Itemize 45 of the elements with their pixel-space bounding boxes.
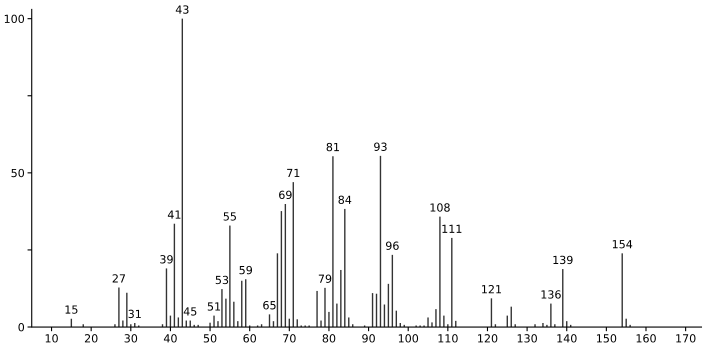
y-tick-label: 100 — [4, 14, 24, 24]
annotation: 69 — [279, 190, 292, 200]
annotation: 15 — [66, 306, 78, 314]
annotation: 136 — [541, 290, 561, 299]
x-tick-label: 90 — [362, 334, 375, 343]
annotation: 39 — [160, 255, 173, 264]
x-tick-label: 20 — [84, 334, 98, 343]
annotation: 45 — [184, 307, 196, 316]
annotation: 59 — [240, 266, 252, 274]
annotation: 96 — [386, 242, 399, 250]
annotation: 53 — [216, 276, 228, 284]
annotation: 43 — [176, 5, 188, 14]
annotation: 111 — [442, 224, 462, 233]
annotation: 79 — [318, 274, 332, 283]
annotation: 71 — [287, 168, 300, 178]
y-tick-label: 50 — [12, 168, 24, 178]
x-tick-label: 50 — [204, 334, 216, 343]
annotation: 65 — [263, 301, 276, 310]
x-tick-label: 170 — [676, 334, 696, 343]
annotation: 27 — [112, 274, 126, 282]
annotation: 41 — [168, 210, 180, 219]
x-tick-label: 60 — [243, 334, 256, 343]
x-tick-label: 10 — [46, 334, 58, 343]
annotation: 81 — [326, 142, 339, 152]
annotation: 84 — [338, 196, 352, 204]
annotation: 121 — [482, 285, 502, 294]
x-tick-label: 110 — [438, 334, 458, 343]
annotation: 93 — [374, 142, 387, 151]
x-tick-label: 140 — [557, 334, 577, 343]
annotation: 51 — [208, 302, 220, 311]
y-tick-label: 0 — [18, 322, 24, 332]
x-tick-label: 160 — [636, 334, 656, 343]
x-tick-label: 40 — [164, 334, 177, 343]
annotation: 154 — [612, 240, 632, 248]
x-tick-label: 150 — [596, 334, 616, 343]
x-tick-label: 30 — [124, 334, 138, 343]
x-tick-label: 80 — [322, 334, 336, 343]
x-tick-label: 120 — [478, 334, 498, 343]
x-tick-label: 70 — [283, 334, 296, 343]
annotation: 139 — [553, 256, 573, 264]
annotation: 108 — [430, 203, 450, 212]
x-tick-label: 130 — [518, 334, 537, 343]
annotation: 31 — [128, 310, 141, 318]
annotation: 55 — [224, 212, 236, 221]
x-tick-label: 100 — [398, 334, 418, 343]
